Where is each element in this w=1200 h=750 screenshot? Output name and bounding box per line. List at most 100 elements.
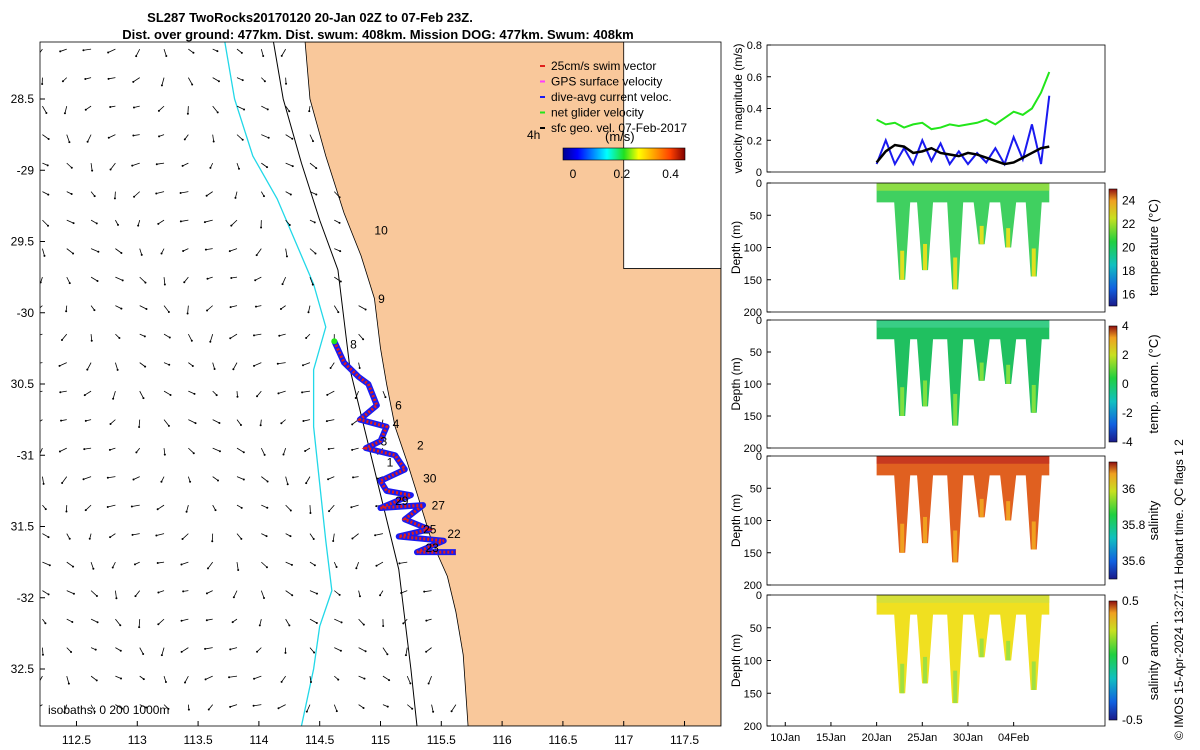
- section-dive-tip: [923, 656, 928, 684]
- isobath-1000m: [224, 42, 333, 726]
- current-arrow-head: [302, 420, 305, 423]
- current-arrow: [59, 362, 67, 367]
- current-arrow-head: [96, 280, 99, 283]
- current-arrow-head: [217, 80, 220, 83]
- current-arrow: [87, 134, 92, 142]
- current-arrow: [138, 419, 141, 428]
- legend-entry: GPS surface velocity: [551, 75, 662, 89]
- current-arrow: [90, 276, 98, 282]
- x-tick-label: 115.5: [427, 733, 456, 747]
- current-arrow-head: [180, 619, 183, 622]
- current-arrow-head: [134, 595, 137, 598]
- current-arrow-head: [291, 165, 294, 168]
- current-arrow: [90, 334, 93, 341]
- y-tick-label: 50: [750, 347, 762, 359]
- current-arrow: [334, 618, 342, 623]
- current-arrow-head: [282, 453, 285, 456]
- colorbar-tick-label: 36: [1122, 482, 1136, 496]
- current-arrow-head: [47, 138, 50, 141]
- current-arrow-head: [400, 592, 403, 595]
- current-arrow: [351, 504, 359, 508]
- current-arrow: [431, 704, 434, 712]
- colorbar-tick-label: 20: [1122, 241, 1136, 255]
- y-tick-label: 32.5: [11, 662, 35, 676]
- current-arrow-head: [312, 537, 315, 540]
- section-dive-tip: [1031, 384, 1036, 413]
- current-arrow: [115, 362, 118, 370]
- colorbar-tick-label: 35.6: [1122, 554, 1146, 568]
- current-arrow-head: [204, 647, 207, 650]
- current-arrow-head: [186, 112, 189, 115]
- current-arrow: [163, 48, 167, 57]
- current-arrow-head: [254, 305, 257, 308]
- current-arrow-head: [351, 537, 354, 540]
- colorbar: [562, 147, 686, 161]
- track-day-label: 8: [350, 337, 357, 351]
- current-arrow-head: [280, 54, 283, 57]
- section-panel: 0 50 100 150 200 Depth (m) 24 22 20 18 16 temperatu…: [729, 178, 1161, 319]
- current-arrow: [84, 390, 92, 396]
- current-arrow-head: [192, 51, 195, 54]
- current-arrow: [42, 248, 45, 256]
- current-arrow-head: [59, 50, 62, 53]
- current-arrow-head: [304, 449, 307, 452]
- current-arrow-head: [206, 309, 209, 312]
- current-arrow: [405, 647, 408, 656]
- current-arrow: [139, 276, 146, 283]
- current-arrow-head: [278, 334, 281, 337]
- current-arrow-head: [93, 195, 96, 198]
- current-arrow: [63, 704, 68, 713]
- current-arrow: [358, 647, 366, 652]
- current-arrow: [305, 476, 311, 484]
- current-arrow-head: [95, 595, 98, 598]
- colorbar-tick-label: 2: [1122, 348, 1129, 362]
- current-arrow-head: [363, 677, 366, 680]
- section-dive-tip: [900, 250, 905, 280]
- current-arrow: [133, 476, 140, 480]
- section-dive-tip: [923, 243, 928, 271]
- current-arrow: [260, 49, 264, 57]
- current-arrow: [181, 647, 189, 653]
- current-arrow: [163, 448, 166, 455]
- colorbar-tick-label: 0.4: [662, 167, 679, 181]
- current-arrow-head: [262, 195, 265, 198]
- current-arrow-head: [83, 394, 86, 397]
- current-arrow-head: [109, 106, 112, 109]
- current-arrow-head: [138, 426, 141, 429]
- current-arrow: [40, 362, 43, 364]
- section-dive-tip: [953, 670, 958, 704]
- current-arrow-head: [231, 621, 234, 624]
- depth-ylabel: Depth (m): [729, 494, 743, 547]
- current-arrow: [309, 162, 317, 169]
- current-arrow-head: [185, 510, 188, 513]
- current-arrow-head: [168, 363, 171, 366]
- x-tick-label: 116: [493, 733, 512, 747]
- current-arrow-head: [326, 393, 329, 396]
- current-arrow: [253, 362, 262, 367]
- current-arrow: [108, 134, 116, 139]
- current-arrow: [261, 561, 268, 568]
- current-arrow: [212, 476, 219, 481]
- current-arrow-head: [206, 277, 209, 280]
- current-arrow: [42, 533, 49, 538]
- x-tick-label: 114.5: [305, 733, 334, 747]
- current-arrow: [66, 134, 70, 143]
- current-arrow-head: [193, 392, 196, 395]
- current-arrow: [163, 419, 170, 427]
- colorbar-tick-label: 24: [1122, 194, 1136, 208]
- current-arrow-head: [163, 283, 166, 286]
- legend-entry: 25cm/s swim vector: [551, 59, 656, 73]
- current-arrow-head: [411, 707, 414, 710]
- depth-ylabel: Depth (m): [729, 634, 743, 687]
- section-dive-tip: [979, 498, 984, 518]
- colorbar-tick-label: 0: [1122, 377, 1129, 391]
- current-arrow-head: [59, 391, 62, 394]
- x-tick-label: 04Feb: [998, 732, 1029, 744]
- colorbar-tick-label: 0.2: [613, 167, 630, 181]
- y-tick-label: 28.5: [11, 92, 35, 106]
- current-arrow-head: [142, 397, 145, 400]
- current-arrow-head: [425, 650, 428, 653]
- current-arrow-head: [265, 566, 268, 569]
- current-arrow: [163, 333, 170, 338]
- current-arrow-head: [355, 567, 358, 570]
